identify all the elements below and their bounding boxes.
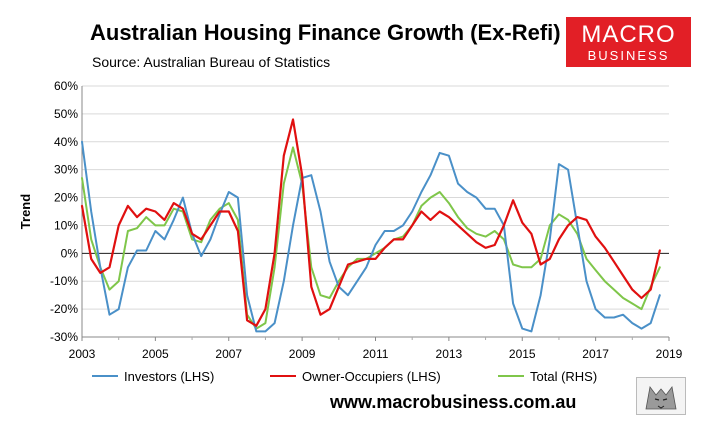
x-tick-label: 2011: [363, 347, 389, 361]
series-line-total-rhs: [81, 146, 661, 330]
x-tick-label: 2009: [289, 347, 316, 361]
y-tick-label: 60%: [54, 79, 78, 93]
wolf-mascot-icon: [636, 377, 686, 415]
chart-title: Australian Housing Finance Growth (Ex-Re…: [90, 20, 561, 45]
y-tick-label: -20%: [50, 302, 78, 316]
x-tick-label: 2013: [436, 347, 463, 361]
y-tick-label: 20%: [54, 191, 78, 205]
logo-line-2: BUSINESS: [587, 48, 670, 63]
y-tick-label: 0%: [61, 246, 79, 260]
chart-subtitle: Source: Australian Bureau of Statistics: [92, 54, 331, 70]
x-tick-label: 2017: [582, 347, 609, 361]
y-tick-label: 40%: [54, 135, 78, 149]
footer-website-link[interactable]: www.macrobusiness.com.au: [330, 392, 577, 412]
y-tick-label: -10%: [50, 274, 78, 288]
x-tick-label: 2019: [656, 347, 683, 361]
y-tick-label: 10%: [54, 218, 78, 232]
y-tick-label: 50%: [54, 107, 78, 121]
x-tick-label: 2005: [142, 347, 169, 361]
series-line-investors-lhs: [81, 140, 661, 333]
logo-line-1: MACRO: [581, 21, 676, 48]
macrobusiness-logo: MACRO BUSINESS: [566, 17, 691, 67]
x-tick-label: 2015: [509, 347, 536, 361]
legend-label: Investors (LHS): [124, 369, 214, 384]
series-line-owner-occupiers-lhs: [80, 118, 661, 327]
y-tick-label: -30%: [50, 330, 78, 344]
legend-label: Total (RHS): [530, 369, 597, 384]
x-tick-label: 2007: [215, 347, 242, 361]
x-tick-label: 2003: [69, 347, 96, 361]
y-axis-label: Trend: [18, 194, 33, 229]
legend-label: Owner-Occupiers (LHS): [302, 369, 441, 384]
y-tick-label: 30%: [54, 163, 78, 177]
